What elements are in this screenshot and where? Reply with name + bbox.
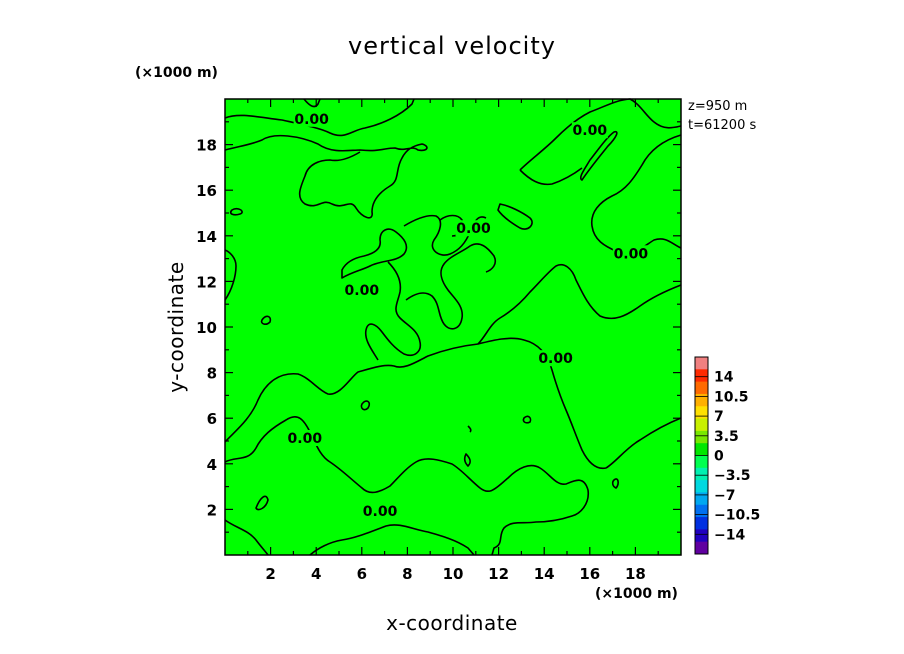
axis-ticks: 2 4 6 8 10 12 14 16 18 2 4 6 8 10 12 14 16 18 [196,99,681,583]
y-unit-label: (×1000 m) [135,65,218,81]
contour-label-bg [362,502,399,519]
colorbar-segment [695,467,708,481]
contour-line [224,134,428,219]
colorbar-label: −3.5 [714,468,751,484]
contour-label: 0.00 [614,246,649,262]
contour-line [224,249,237,301]
contour-line [497,203,533,230]
contour-line [364,261,422,361]
x-tick-label: 4 [311,565,321,583]
contour-line [303,98,321,108]
y-tick-label: 6 [207,410,217,428]
colorbar: 14 10.5 7 3.5 0 −3.5 −7 −10.5 −14 [694,356,760,555]
contour-label: 0.00 [345,283,380,299]
colorbar-segment [695,529,708,543]
time-annotation: t=61200 s [688,118,756,133]
x-tick-label: 10 [443,565,464,583]
y-tick-label: 16 [196,182,217,200]
colorbar-segment [695,418,708,432]
contour-line [341,228,408,279]
colorbar-label: −7 [714,488,735,504]
contour-line [260,315,272,325]
contour-labels: 0.00 0.00 0.00 0.00 0.00 0.00 0.00 0.00 [286,110,649,520]
colorbar-segment [695,406,708,420]
contour-label: 0.00 [573,123,608,139]
colorbar-label: 10.5 [714,389,749,405]
colorbar-label: −14 [714,527,745,543]
y-tick-label: 4 [207,456,217,474]
colorbar-label: 3.5 [714,429,739,445]
contour-label-bg [455,220,492,237]
colorbar-segment [695,455,708,469]
y-tick-label: 2 [207,501,217,519]
chart-title: vertical velocity [348,32,556,60]
contour-line [463,425,472,467]
contour-lines [224,98,682,556]
colorbar-segment [695,430,708,444]
colorbar-label: 7 [714,409,724,425]
contour-label: 0.00 [363,504,398,520]
x-tick-label: 6 [357,565,367,583]
x-tick-label: 16 [579,565,600,583]
contour-line [611,478,619,489]
contour-label-bg [343,281,380,298]
velocity-field [225,99,681,555]
colorbar-segment [695,369,708,383]
colorbar-segment [695,357,708,370]
colorbar-segment [695,504,708,518]
contour-line [522,415,532,424]
contour-label: 0.00 [456,221,491,237]
colorbar-segment [695,492,708,506]
contour-label: 0.00 [538,351,573,367]
contour-label-bg [571,122,608,139]
x-tick-label: 2 [265,565,275,583]
x-axis-label: x-coordinate [386,611,518,635]
contour-label: 0.00 [294,112,329,128]
colorbar-label: 14 [714,370,734,386]
contour-label: 0.00 [288,431,323,447]
colorbar-segment [695,393,708,407]
contour-line [519,98,682,171]
y-tick-label: 10 [196,319,217,337]
colorbar-label: −10.5 [714,508,760,524]
x-tick-label: 12 [488,565,509,583]
colorbar-segment [695,480,708,493]
contour-line [224,416,590,556]
x-unit-label: (×1000 m) [595,586,678,602]
contour-label-bg [293,110,330,127]
contour-line [224,98,415,137]
contour-line [405,243,497,330]
contour-line [309,524,475,556]
x-tick-label: 18 [625,565,646,583]
contour-label-bg [537,350,574,367]
contour-line [590,134,682,255]
colorbar-segment [695,443,708,456]
contour-line [519,167,583,186]
colorbar-label: 0 [714,449,724,465]
y-tick-label: 18 [196,137,217,155]
contour-line [360,400,371,411]
contour-line [229,207,243,216]
y-tick-label: 12 [196,273,217,291]
y-axis-label: y-coordinate [164,261,188,392]
x-tick-label: 14 [534,565,555,583]
contour-line [224,519,269,556]
x-tick-label: 8 [402,565,412,583]
contour-line [255,495,269,511]
colorbar-segment [695,381,708,395]
level-annotation: z=950 m [688,99,747,114]
colorbar-segment [695,517,708,530]
contour-label-bg [612,245,649,262]
y-tick-label: 8 [207,365,217,383]
contour-label-bg [286,430,323,446]
contour-line [477,264,682,345]
y-tick-label: 14 [196,228,217,246]
contour-line [579,130,618,181]
colorbar-segment [695,541,708,555]
